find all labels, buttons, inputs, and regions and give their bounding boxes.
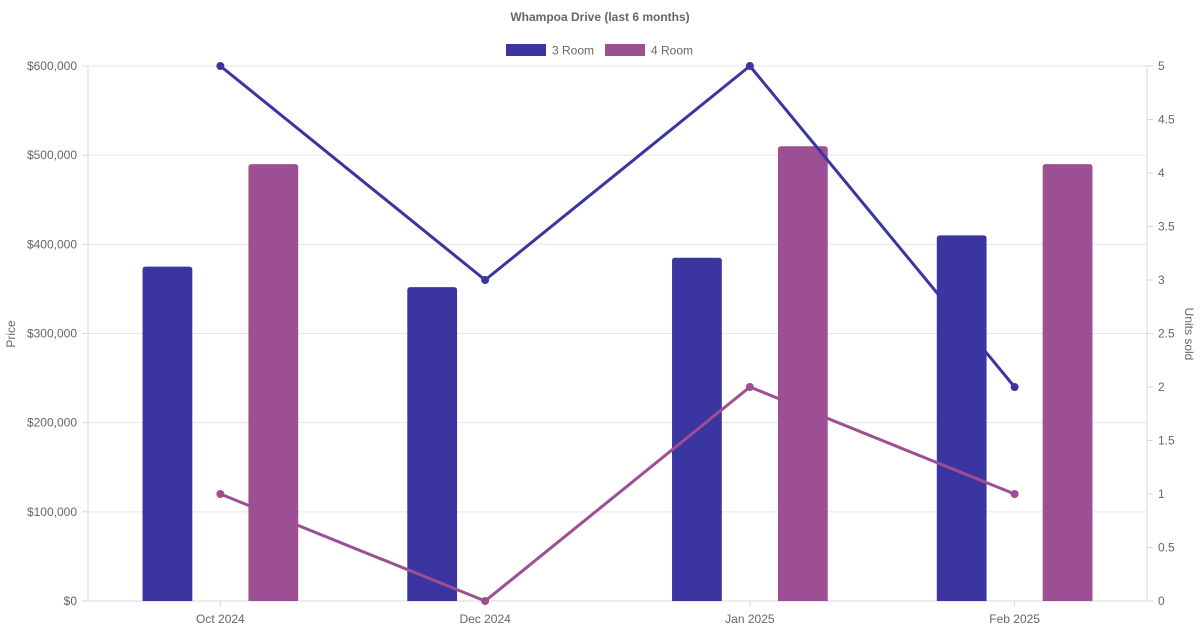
left-tick-label: $100,000 (27, 505, 77, 519)
right-tick-label: 4 (1158, 166, 1165, 180)
bar-3-room-oct-2024[interactable] (142, 266, 193, 601)
x-axis-ticks: Oct 2024 Dec 2024 Jan 2025 Feb 2025 (196, 601, 1040, 626)
right-tick-label: 1.5 (1158, 434, 1175, 448)
right-tick-label: 3.5 (1158, 220, 1175, 234)
legend-label-3-room: 3 Room (552, 44, 594, 58)
right-tick-label: 5 (1158, 59, 1165, 73)
left-tick-label: $300,000 (27, 327, 77, 341)
right-tick-label: 3 (1158, 273, 1165, 287)
lines (216, 62, 1019, 605)
x-tick-label: Oct 2024 (196, 612, 245, 626)
line-3-room-units (219, 64, 1016, 388)
legend-swatch-3-room (506, 44, 546, 56)
chart-title: Whampoa Drive (last 6 months) (510, 10, 689, 24)
left-tick-label: $200,000 (27, 416, 77, 430)
legend-item-3-room[interactable]: 3 Room (506, 44, 594, 58)
point-4-room-jan-2025[interactable] (745, 383, 754, 391)
left-tick-label: $0 (64, 594, 78, 608)
legend-label-4-room: 4 Room (651, 44, 693, 58)
right-tick-label: 4.5 (1158, 113, 1175, 127)
right-axis-ticks: 0 0.5 1 1.5 2 2.5 3 3.5 4 4.5 5 (1147, 59, 1175, 608)
gridlines (87, 65, 1148, 602)
x-tick-label: Dec 2024 (459, 612, 511, 626)
bar-4-room-feb-2025[interactable] (1042, 164, 1093, 602)
bar-3-room-feb-2025[interactable] (936, 235, 987, 601)
bar-4-room-oct-2024[interactable] (248, 164, 299, 602)
point-3-room-dec-2024[interactable] (481, 276, 490, 284)
left-tick-label: $400,000 (27, 237, 77, 251)
right-tick-label: 2.5 (1158, 327, 1175, 341)
x-tick-label: Feb 2025 (989, 612, 1040, 626)
left-tick-label: $600,000 (27, 59, 77, 73)
right-tick-label: 2 (1158, 380, 1165, 394)
legend-item-4-room[interactable]: 4 Room (605, 44, 693, 58)
point-4-room-feb-2025[interactable] (1010, 490, 1019, 498)
point-3-room-feb-2025[interactable] (1010, 383, 1019, 391)
bar-3-room-dec-2024[interactable] (407, 287, 458, 601)
left-tick-label: $500,000 (27, 148, 77, 162)
legend: 3 Room 4 Room (506, 44, 693, 58)
legend-swatch-4-room (605, 44, 645, 56)
point-3-room-oct-2024[interactable] (216, 62, 225, 70)
right-tick-label: 1 (1158, 487, 1165, 501)
x-tick-label: Jan 2025 (725, 612, 775, 626)
right-axis-title: Units sold (1182, 308, 1196, 361)
bar-4-room-jan-2025[interactable] (777, 146, 828, 601)
right-tick-label: 0 (1158, 594, 1165, 608)
point-3-room-jan-2025[interactable] (745, 62, 754, 70)
bars (142, 146, 1093, 602)
right-tick-label: 0.5 (1158, 541, 1175, 555)
point-4-room-oct-2024[interactable] (216, 490, 225, 498)
left-axis-title: Price (4, 320, 18, 348)
point-4-room-dec-2024[interactable] (481, 597, 490, 605)
left-axis-ticks: $0 $100,000 $200,000 $300,000 $400,000 $500,0… (27, 59, 88, 608)
line-4-room-units (219, 385, 1016, 603)
